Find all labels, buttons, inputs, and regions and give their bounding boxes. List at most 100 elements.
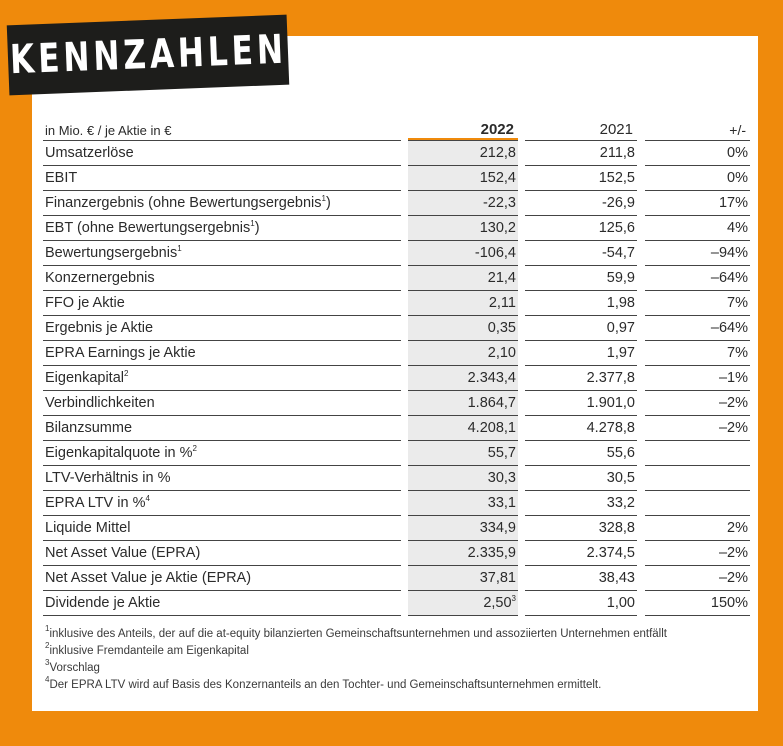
header-unit-label: in Mio. € / je Aktie in € <box>43 113 401 141</box>
footnote-ref: 2 <box>124 369 129 378</box>
row-label-text: EBIT <box>45 170 78 186</box>
value-2022: -22,3 <box>408 190 518 216</box>
row-label-text: Ergebnis je Aktie <box>45 320 154 336</box>
footnote-ref: 1 <box>177 244 182 253</box>
value-2022-text: 33,1 <box>487 495 516 511</box>
table-row: Bewertungsergebnis1 -106,4 -54,7 –94% <box>43 240 750 266</box>
row-label-suffix: ) <box>254 220 260 236</box>
value-2022: 37,81 <box>408 565 518 591</box>
table-row: FFO je Aktie 2,11 1,98 7% <box>43 290 750 316</box>
row-label-text: Bilanzsumme <box>45 420 133 436</box>
change-value: –2% <box>645 540 750 566</box>
table-row: Finanzergebnis (ohne Bewertungsergebnis1… <box>43 190 750 216</box>
row-label: LTV-Verhältnis in % <box>43 465 401 491</box>
row-label: EBIT <box>43 165 401 191</box>
value-2022: 0,35 <box>408 315 518 341</box>
row-label-text: Net Asset Value je Aktie (EPRA) <box>45 570 252 586</box>
value-2022-text: 2.343,4 <box>467 370 516 386</box>
value-2022: 2.343,4 <box>408 365 518 391</box>
value-2021: 1.901,0 <box>525 390 637 416</box>
change-value <box>645 465 750 491</box>
table-row: EBIT 152,4 152,5 0% <box>43 165 750 191</box>
row-label: Eigenkapitalquote in %2 <box>43 440 401 466</box>
value-2022: 55,7 <box>408 440 518 466</box>
row-label: Net Asset Value (EPRA) <box>43 540 401 566</box>
table-row: EPRA LTV in %4 33,1 33,2 <box>43 490 750 516</box>
table-row: Dividende je Aktie 2,503 1,00 150% <box>43 590 750 616</box>
value-2022: 4.208,1 <box>408 415 518 441</box>
row-label-text: FFO je Aktie <box>45 295 125 311</box>
value-2021: 211,8 <box>525 140 637 166</box>
value-2021: 1,00 <box>525 590 637 616</box>
table-row: Net Asset Value (EPRA) 2.335,9 2.374,5 –2% <box>43 540 750 566</box>
row-label-text: Eigenkapitalquote in % <box>45 445 193 461</box>
change-value: 0% <box>645 140 750 166</box>
value-2022-text: 2,10 <box>487 345 516 361</box>
row-label-text: Dividende je Aktie <box>45 595 161 611</box>
row-label: Finanzergebnis (ohne Bewertungsergebnis1… <box>43 190 401 216</box>
row-label-text: Umsatzerlöse <box>45 145 134 161</box>
row-label: Bewertungsergebnis1 <box>43 240 401 266</box>
change-value: 7% <box>645 290 750 316</box>
value-2022-text: 212,8 <box>479 145 516 161</box>
header-change: +/- <box>645 113 750 141</box>
page-title: KENNZAHLEN <box>8 26 288 84</box>
value-2022: 334,9 <box>408 515 518 541</box>
value-2021: 55,6 <box>525 440 637 466</box>
footnote-ref: 1 <box>321 194 326 203</box>
value-2022-text: 0,35 <box>487 320 516 336</box>
current-year-accent-bar <box>408 138 518 140</box>
table-row: Konzernergebnis 21,4 59,9 –64% <box>43 265 750 291</box>
row-label: Dividende je Aktie <box>43 590 401 616</box>
table-row: EPRA Earnings je Aktie 2,10 1,97 7% <box>43 340 750 366</box>
row-label: Verbindlichkeiten <box>43 390 401 416</box>
footnote-ref: 4 <box>145 494 150 503</box>
table-row: Net Asset Value je Aktie (EPRA) 37,81 38,4… <box>43 565 750 591</box>
footnote: 3Vorschlag <box>45 659 755 677</box>
value-2022: -106,4 <box>408 240 518 266</box>
header-year-2021: 2021 <box>525 113 637 141</box>
value-2022: 1.864,7 <box>408 390 518 416</box>
value-2022: 21,4 <box>408 265 518 291</box>
value-2021: 2.374,5 <box>525 540 637 566</box>
row-label: Umsatzerlöse <box>43 140 401 166</box>
change-value: –64% <box>645 315 750 341</box>
row-label-text: Konzernergebnis <box>45 270 155 286</box>
value-2021: 152,5 <box>525 165 637 191</box>
value-2022-text: 21,4 <box>487 270 516 286</box>
table-row: Umsatzerlöse 212,8 211,8 0% <box>43 140 750 166</box>
row-label: EBT (ohne Bewertungsergebnis1) <box>43 215 401 241</box>
table-row: Ergebnis je Aktie 0,35 0,97 –64% <box>43 315 750 341</box>
change-value: 150% <box>645 590 750 616</box>
value-2022: 212,8 <box>408 140 518 166</box>
footnote-text: inklusive des Anteils, der auf die at-eq… <box>49 628 667 640</box>
footnote-text: Der EPRA LTV wird auf Basis des Konzerna… <box>49 679 602 691</box>
value-2022-text: 4.208,1 <box>467 420 516 436</box>
value-2021: 1,98 <box>525 290 637 316</box>
change-value: 7% <box>645 340 750 366</box>
value-2022-text: 1.864,7 <box>467 395 516 411</box>
row-label-text: EPRA Earnings je Aktie <box>45 345 196 361</box>
table-row: Verbindlichkeiten 1.864,7 1.901,0 –2% <box>43 390 750 416</box>
footnote-text: Vorschlag <box>49 662 100 674</box>
change-value: 0% <box>645 165 750 191</box>
row-label: Net Asset Value je Aktie (EPRA) <box>43 565 401 591</box>
value-2021: 30,5 <box>525 465 637 491</box>
row-label: Bilanzsumme <box>43 415 401 441</box>
value-2022-text: -22,3 <box>482 195 516 211</box>
row-label: FFO je Aktie <box>43 290 401 316</box>
footnote-ref: 1 <box>250 219 255 228</box>
key-figures-table: in Mio. € / je Aktie in € 2022 2021 +/- … <box>43 113 750 616</box>
value-2021: 4.278,8 <box>525 415 637 441</box>
table-header-row: in Mio. € / je Aktie in € 2022 2021 +/- <box>43 113 750 141</box>
value-2022: 2.335,9 <box>408 540 518 566</box>
row-label: EPRA LTV in %4 <box>43 490 401 516</box>
row-label-text: EBT (ohne Bewertungsergebnis <box>45 220 251 236</box>
footnote-mark: 1 <box>45 624 50 633</box>
footnote-ref: 3 <box>511 594 516 603</box>
value-2021: 0,97 <box>525 315 637 341</box>
table-row: Eigenkapitalquote in %2 55,7 55,6 <box>43 440 750 466</box>
row-label: Konzernergebnis <box>43 265 401 291</box>
value-2022: 30,3 <box>408 465 518 491</box>
row-label-text: EPRA LTV in % <box>45 495 146 511</box>
